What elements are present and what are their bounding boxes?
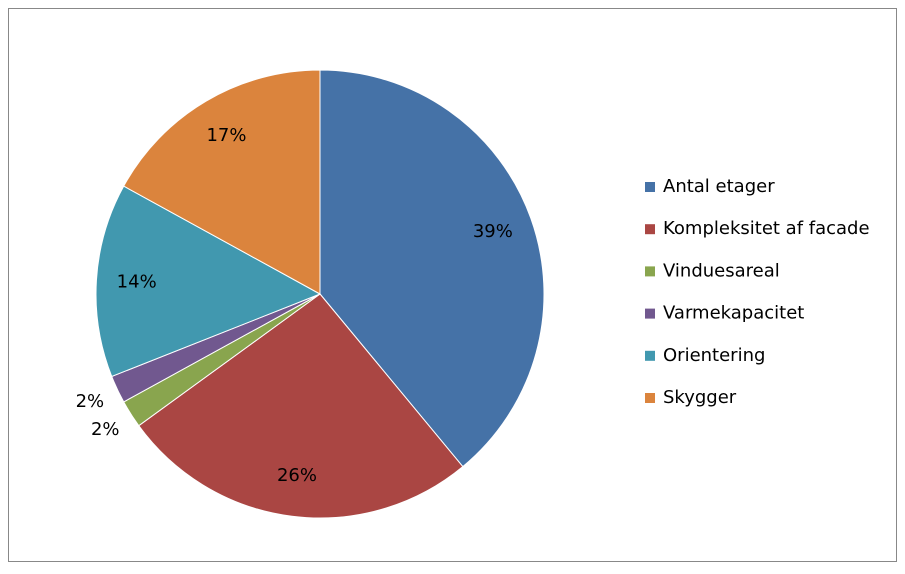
legend-swatch: [645, 182, 655, 192]
data-label: 14%: [117, 271, 157, 292]
pie-slice: [123, 69, 321, 295]
legend-label: Vinduesareal: [663, 260, 780, 281]
legend-swatch: [645, 308, 655, 319]
legend-swatch: [645, 393, 655, 403]
data-label: 26%: [277, 465, 317, 486]
legend-label: Skygger: [663, 387, 737, 408]
legend-label: Orientering: [663, 345, 765, 366]
pie-slice: [319, 69, 545, 468]
legend-label: Kompleksitet af facade: [663, 218, 870, 239]
data-label: 39%: [473, 221, 513, 242]
legend-swatch: [645, 350, 655, 361]
data-label: 17%: [206, 125, 246, 146]
legend-label: Varmekapacitet: [663, 303, 804, 324]
data-label: 2%: [76, 391, 105, 412]
legend-swatch: [645, 224, 655, 235]
data-label: 2%: [91, 419, 120, 440]
legend-label: Antal etager: [663, 176, 775, 197]
legend-swatch: [645, 266, 655, 277]
pie-slice: [138, 293, 464, 519]
pie-slice: [95, 185, 322, 378]
